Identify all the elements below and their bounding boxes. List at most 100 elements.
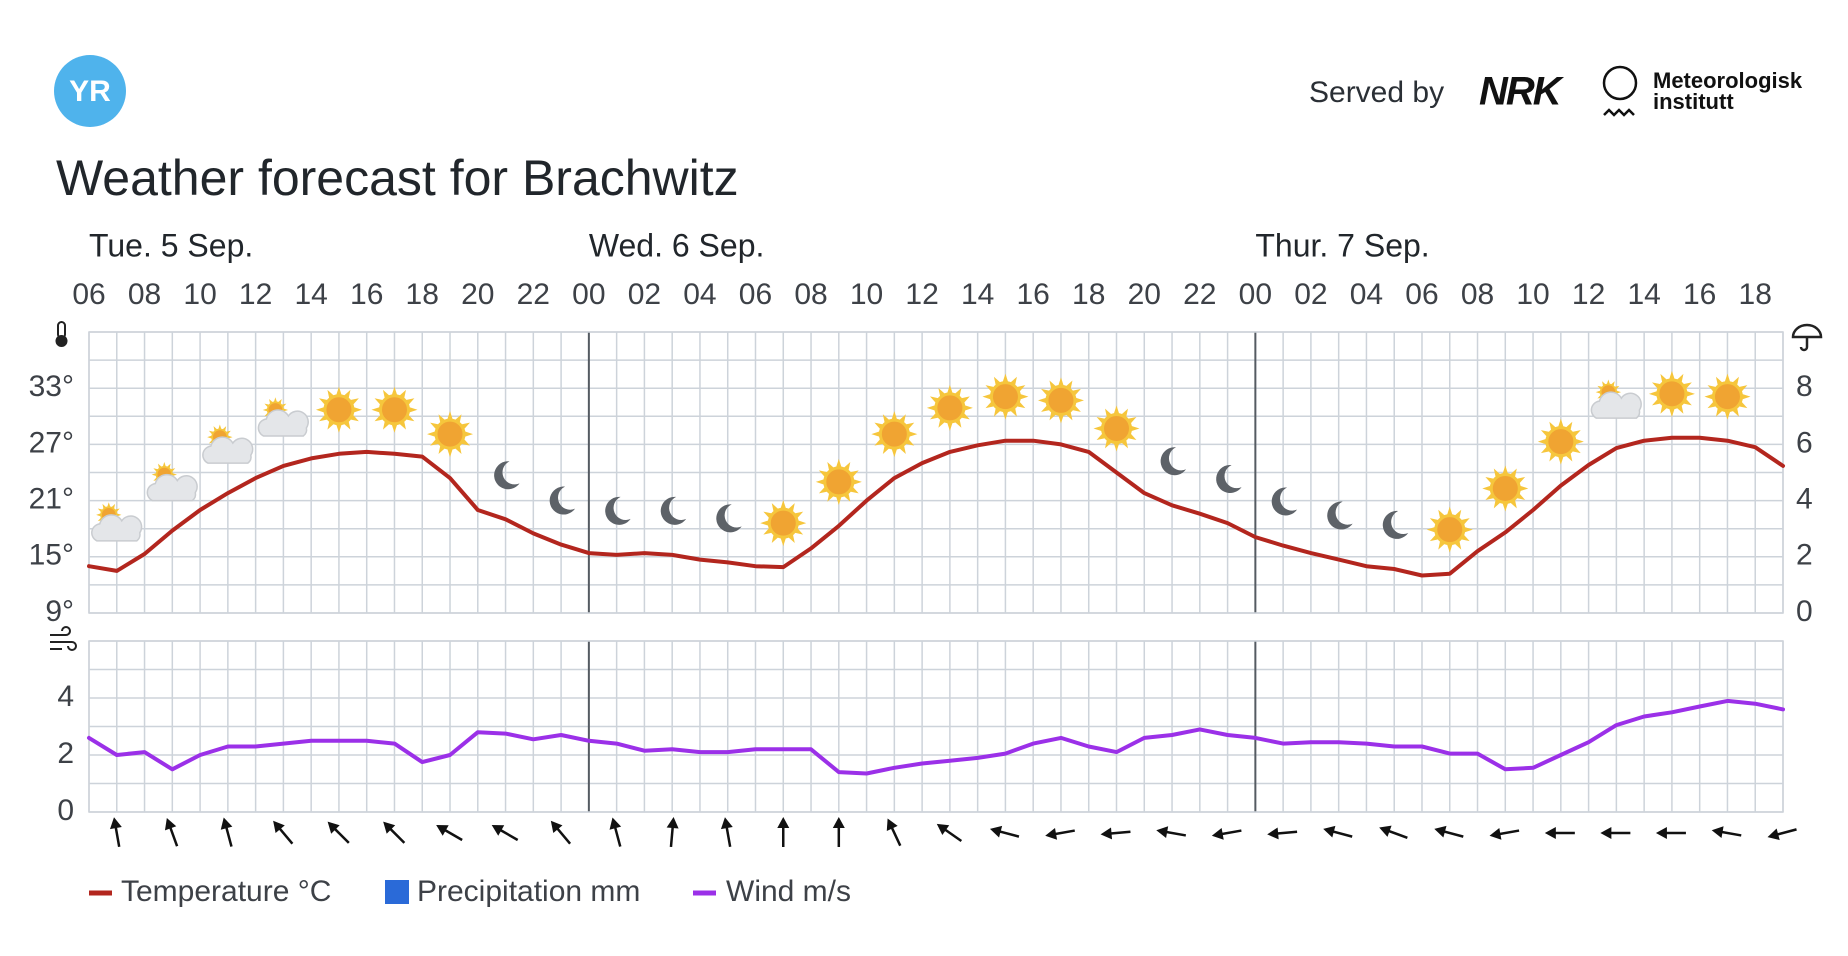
- wind-arrow: [936, 823, 963, 843]
- moon: [1216, 465, 1242, 494]
- arrow-head: [1156, 826, 1169, 839]
- sun-ray: [96, 513, 101, 517]
- moon: [549, 486, 576, 515]
- arrow-head: [1100, 827, 1113, 840]
- sun-ray: [1002, 411, 1009, 420]
- sun-ray: [871, 431, 880, 437]
- umbrella-icon: [1791, 323, 1823, 352]
- met-name: institutt: [1653, 89, 1734, 114]
- x-tick-label: 20: [461, 278, 494, 311]
- wind-arrow: [109, 817, 122, 848]
- x-tick-label: 08: [794, 278, 827, 311]
- x-tick-label: 08: [128, 278, 161, 311]
- y2-tick-label: 8: [1796, 370, 1813, 403]
- arrow-head: [720, 817, 733, 830]
- x-tick-label: 08: [1461, 278, 1494, 311]
- sun-disc: [1101, 413, 1133, 444]
- wind-arrow: [491, 825, 519, 842]
- x-tick-label: 04: [1350, 278, 1383, 311]
- sun-ray: [836, 458, 842, 468]
- arrow-head: [1767, 828, 1780, 841]
- weather-icon: [146, 461, 198, 502]
- legend-label: Wind m/s: [726, 875, 851, 908]
- arrow-head: [327, 821, 340, 834]
- wind-arrow: [1544, 827, 1575, 839]
- arrow-head: [1711, 826, 1724, 839]
- served-by: Served by: [1309, 76, 1444, 109]
- sun-ray: [1724, 411, 1731, 420]
- moon: [605, 496, 631, 525]
- x-tick-label: 02: [1294, 278, 1327, 311]
- arrow-head: [1323, 825, 1336, 838]
- sun-ray: [1616, 390, 1622, 394]
- wind-arrow: [1489, 827, 1520, 840]
- wind-arrow: [550, 820, 572, 845]
- series-line: [87, 435, 1785, 578]
- wind-arrow: [832, 817, 845, 847]
- moon: [716, 504, 742, 533]
- arrow-head: [109, 817, 122, 830]
- x-tick-label: 16: [1683, 278, 1716, 311]
- wind-arrow: [436, 825, 463, 842]
- sun-ray: [447, 411, 453, 420]
- sun-ray: [836, 496, 842, 505]
- title: Weather forecast for Brachwitz: [56, 150, 739, 206]
- sun-ray: [1058, 377, 1064, 386]
- weather-icon: [982, 373, 1029, 420]
- y-tick-label: 0: [57, 794, 74, 827]
- legend-swatch: [385, 880, 409, 904]
- sun-ray: [116, 513, 122, 517]
- sun-disc: [1434, 514, 1466, 546]
- sun-disc: [1711, 381, 1743, 413]
- cloud: [1590, 391, 1642, 419]
- day-label: Wed. 6 Sep.: [589, 227, 765, 263]
- sun-ray: [1669, 370, 1675, 380]
- sun-ray: [273, 397, 277, 402]
- y2-tick-label: 4: [1796, 483, 1813, 516]
- sun-ray: [1502, 465, 1508, 474]
- wind-arrow: [1267, 827, 1298, 840]
- sun-ray: [1595, 390, 1601, 394]
- y2-tick-label: 0: [1796, 595, 1813, 628]
- arrow-head: [609, 817, 622, 830]
- sun-ray: [464, 431, 474, 437]
- arrow-head: [777, 817, 790, 828]
- wind-arrow: [886, 818, 902, 847]
- legend-label: Precipitation mm: [417, 875, 640, 908]
- sun-ray: [409, 407, 418, 413]
- weather-icon: [257, 397, 309, 437]
- arrow-head: [1434, 825, 1447, 838]
- weather-icon: [760, 500, 807, 547]
- wind-arrow: [1600, 827, 1631, 839]
- arrow-head: [383, 821, 396, 834]
- sun-ray: [207, 435, 212, 439]
- sun-ray: [218, 424, 222, 429]
- x-tick-label: 16: [1017, 278, 1050, 311]
- x-tick-label: 10: [183, 278, 216, 311]
- sun-ray: [1520, 485, 1529, 492]
- y-tick-label: 27°: [29, 426, 74, 459]
- sun-ray: [1113, 443, 1120, 452]
- sun-ray: [853, 479, 862, 485]
- sun-disc: [934, 392, 966, 424]
- arrow-head: [1655, 827, 1667, 839]
- sun-ray: [391, 386, 398, 396]
- x-tick-label: 16: [350, 278, 383, 311]
- moon: [494, 461, 520, 490]
- weather-icon: [871, 411, 918, 458]
- weather-icon: [1037, 377, 1084, 424]
- sun-ray: [1558, 456, 1564, 465]
- y2-tick-label: 2: [1796, 539, 1813, 572]
- sun-disc: [1045, 384, 1077, 416]
- sun-ray: [1447, 506, 1453, 515]
- weather-icon: [1327, 501, 1353, 530]
- wind-arrow: [1100, 827, 1131, 840]
- sun-ray: [1093, 425, 1102, 432]
- wind-arrow: [666, 817, 679, 848]
- weather-icon: [1648, 370, 1695, 417]
- thermometer-icon: [55, 321, 68, 347]
- nrk-logo: NRK: [1479, 70, 1565, 114]
- wind-arrow: [609, 817, 622, 847]
- sun-ray: [1502, 503, 1508, 512]
